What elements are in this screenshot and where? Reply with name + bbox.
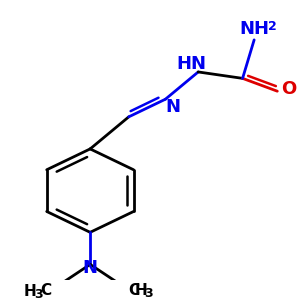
Text: 2: 2 [268,20,277,33]
Text: C: C [40,283,51,298]
Text: O: O [281,80,296,98]
Text: N: N [166,98,181,116]
Text: 3: 3 [34,288,42,300]
Text: H: H [135,283,148,298]
Text: HN: HN [177,55,207,73]
Text: NH: NH [239,20,269,38]
Text: C: C [128,283,139,298]
Text: H: H [24,284,37,299]
Text: 3: 3 [145,287,153,300]
Text: N: N [82,259,98,277]
